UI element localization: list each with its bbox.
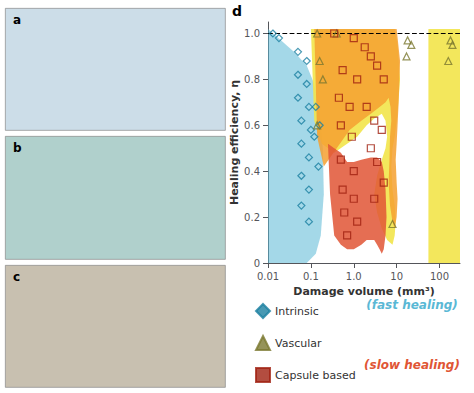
svg-text:0.8: 0.8 [244,74,260,85]
svg-text:0.4: 0.4 [244,166,260,177]
svg-text:Intrinsic: Intrinsic [275,305,319,318]
svg-text:Healing efficiency, η: Healing efficiency, η [228,80,241,205]
svg-text:100: 100 [430,271,449,282]
svg-text:0.01: 0.01 [257,271,279,282]
svg-text:b: b [13,141,22,155]
svg-text:(slow healing): (slow healing) [364,358,460,372]
svg-text:1.0: 1.0 [244,28,260,39]
svg-text:1.0: 1.0 [346,271,362,282]
svg-text:Vascular: Vascular [275,337,322,350]
svg-text:Damage volume (mm³): Damage volume (mm³) [293,285,434,298]
svg-text:a: a [13,13,21,27]
svg-text:d: d [232,3,242,19]
svg-text:(fast healing): (fast healing) [366,298,457,312]
svg-text:0.1: 0.1 [303,271,319,282]
svg-text:0: 0 [254,258,260,269]
svg-text:Capsule based: Capsule based [275,369,356,382]
svg-text:c: c [13,270,20,284]
svg-text:10: 10 [390,271,403,282]
svg-text:0.2: 0.2 [244,212,260,223]
svg-text:0.6: 0.6 [244,120,260,131]
